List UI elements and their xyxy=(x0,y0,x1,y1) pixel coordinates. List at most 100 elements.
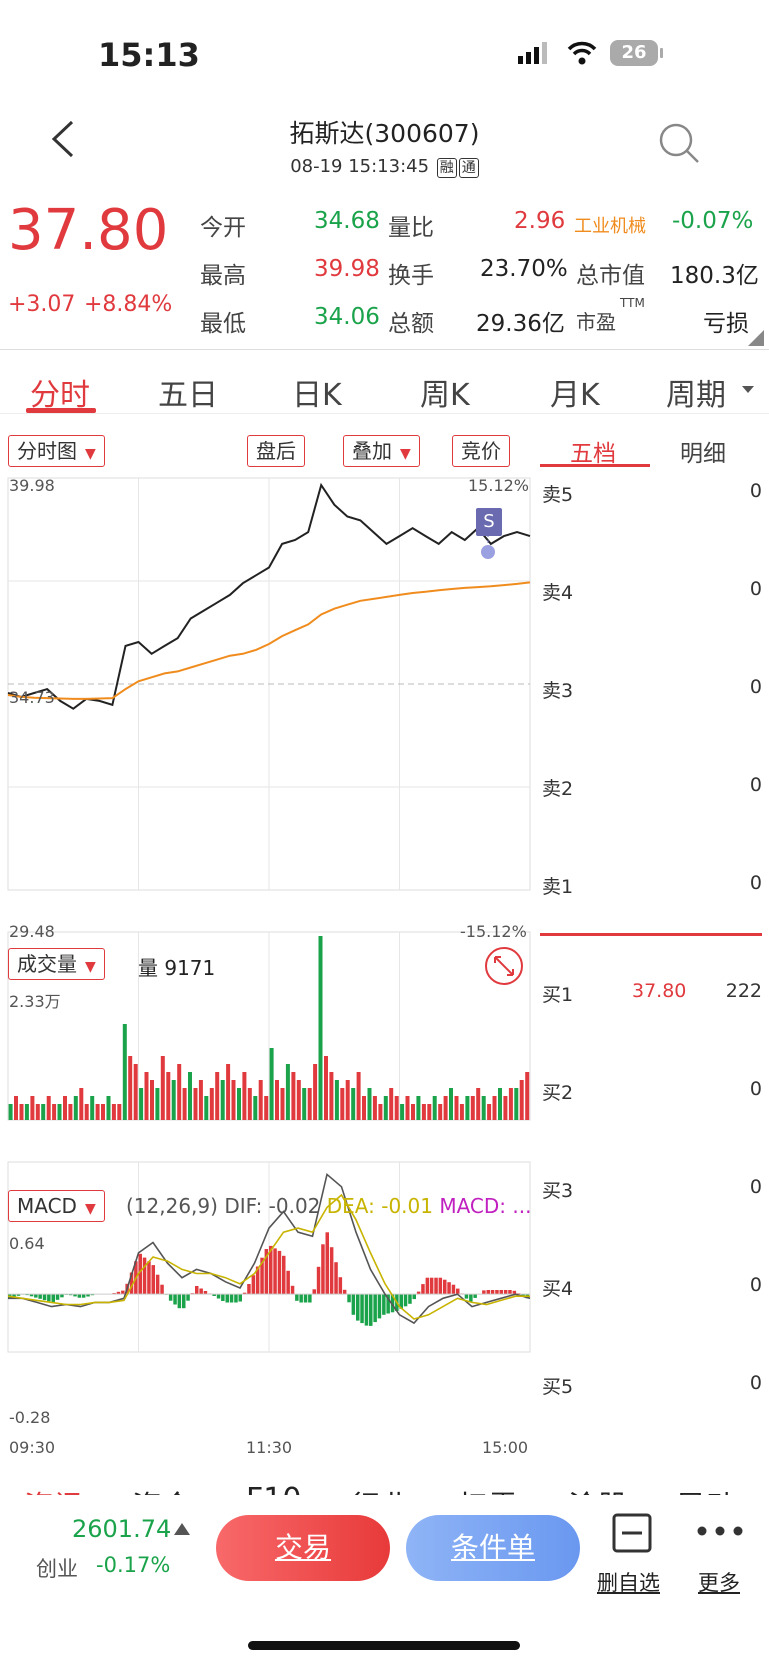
macd-bar xyxy=(351,1294,356,1315)
subtab-funds[interactable]: 资金 xyxy=(132,1482,192,1498)
tab-daily-k[interactable]: 日K xyxy=(292,378,342,413)
more-icon[interactable] xyxy=(696,1525,744,1537)
volume-select[interactable]: 成交量 ▼ xyxy=(8,948,105,980)
book-level-label: 买2 xyxy=(542,1082,574,1104)
volume-bar xyxy=(101,1104,105,1120)
tab-order-book[interactable]: 五档 xyxy=(570,441,616,467)
macd-bar xyxy=(55,1294,60,1300)
price-top-label: 39.98 xyxy=(9,476,55,495)
macd-bar xyxy=(151,1265,155,1295)
book-level-volume: 222 xyxy=(725,980,762,1002)
period-dropdown-icon[interactable] xyxy=(742,386,754,394)
high-value: 39.98 xyxy=(314,256,380,282)
subtab-moves[interactable]: 异动 xyxy=(676,1482,736,1498)
condition-order-button[interactable]: 条件单 xyxy=(406,1515,580,1581)
macd-bar xyxy=(473,1294,477,1298)
volume-bar xyxy=(362,1096,366,1120)
volume-bar xyxy=(117,1104,122,1120)
pe-sup: TTM xyxy=(620,296,645,310)
volume-bar xyxy=(449,1088,453,1120)
volume-bar xyxy=(345,1080,350,1120)
macd-bar xyxy=(408,1294,412,1304)
connect-tag: 通 xyxy=(458,158,479,178)
overlay-select[interactable]: 叠加 ▼ xyxy=(343,435,420,467)
macd-bar xyxy=(299,1294,303,1303)
macd-bar xyxy=(369,1294,373,1326)
macd-bar xyxy=(212,1294,216,1296)
macd-bar xyxy=(147,1261,151,1295)
macd-bar xyxy=(490,1290,495,1295)
bottom-bar: 2601.74 创业 -0.17% 交易 条件单 删自选 更多 xyxy=(0,1495,769,1665)
tab-intraday[interactable]: 分时 xyxy=(30,378,90,413)
book-level-label: 卖1 xyxy=(542,876,574,898)
volume-bar xyxy=(340,1088,345,1120)
intraday-chart[interactable] xyxy=(0,472,540,1432)
volume-bar xyxy=(405,1096,410,1120)
macd-bar xyxy=(451,1284,456,1295)
price-change-pct: +8.84% xyxy=(84,292,173,317)
macd-dea: DEA: -0.01 xyxy=(326,1194,433,1218)
trade-button[interactable]: 交易 xyxy=(216,1515,390,1581)
volume-bar xyxy=(454,1096,459,1120)
macd-bar xyxy=(512,1290,517,1295)
book-level-volume: 0 xyxy=(749,480,762,502)
caret-down-icon: ▼ xyxy=(84,1201,96,1217)
signal-marker[interactable]: S xyxy=(476,508,502,536)
fullscreen-icon[interactable] xyxy=(484,946,524,986)
volume-bar xyxy=(242,1072,247,1120)
remove-watchlist-icon[interactable] xyxy=(612,1513,652,1553)
volume-bar xyxy=(324,1056,328,1120)
macd-bar xyxy=(312,1289,316,1295)
macd-bar xyxy=(199,1288,203,1295)
tab-monthly-k[interactable]: 月K xyxy=(550,378,600,413)
index-value[interactable]: 2601.74 xyxy=(72,1515,172,1543)
macd-bar xyxy=(399,1294,403,1309)
macd-bar xyxy=(303,1294,308,1303)
volume-bar xyxy=(411,1104,415,1120)
macd-bar xyxy=(499,1290,503,1295)
tab-five-day[interactable]: 五日 xyxy=(158,378,218,413)
macd-dif: DIF: -0.02 xyxy=(224,1194,321,1218)
caret-down-icon: ▼ xyxy=(85,959,96,975)
after-hours-button[interactable]: 盘后 xyxy=(247,435,305,467)
time-mid: 11:30 xyxy=(246,1438,293,1457)
macd-bar xyxy=(173,1294,177,1305)
macd-bar xyxy=(168,1294,173,1301)
macd-bar xyxy=(255,1266,260,1295)
tab-trade-detail[interactable]: 明细 xyxy=(680,441,726,467)
auction-button[interactable]: 竞价 xyxy=(452,435,510,467)
subtab-industry[interactable]: 行业 xyxy=(350,1482,410,1498)
subtab-f10[interactable]: F10 xyxy=(246,1482,301,1498)
macd-bar xyxy=(221,1294,225,1301)
current-price: 37.80 xyxy=(8,198,169,263)
more-label[interactable]: 更多 xyxy=(698,1571,740,1595)
tab-period[interactable]: 周期 xyxy=(666,378,726,413)
industry-name[interactable]: 工业机械 xyxy=(574,216,646,237)
volume-bar xyxy=(73,1096,78,1120)
macd-bar xyxy=(12,1294,16,1298)
index-pct: -0.17% xyxy=(96,1553,171,1577)
subtab-mines[interactable]: 扫雷 xyxy=(458,1482,518,1498)
tab-weekly-k[interactable]: 周K xyxy=(420,378,470,413)
macd-dea-line xyxy=(7,1193,530,1320)
book-level-label: 卖2 xyxy=(542,778,574,800)
macd-bar xyxy=(443,1279,447,1295)
macd-bar xyxy=(447,1282,451,1295)
back-icon[interactable] xyxy=(48,118,78,160)
subtab-discuss[interactable]: 涂股 xyxy=(568,1482,628,1498)
volume-bar xyxy=(155,1088,160,1120)
volume-bar xyxy=(498,1088,502,1120)
remove-watchlist-label[interactable]: 删自选 xyxy=(597,1571,660,1595)
volume-bar xyxy=(275,1080,279,1120)
price-top-pct: 15.12% xyxy=(468,476,530,495)
volume-bar xyxy=(133,1064,138,1120)
macd-bar xyxy=(364,1294,369,1326)
subtab-news[interactable]: 资讯 xyxy=(24,1482,84,1498)
macd-select[interactable]: MACD ▼ xyxy=(8,1190,105,1222)
volume-bar xyxy=(8,1104,13,1120)
chart-type-select[interactable]: 分时图 ▼ xyxy=(8,435,105,467)
volume-bar xyxy=(30,1096,35,1120)
macd-bar xyxy=(247,1284,251,1295)
book-level-label: 买5 xyxy=(542,1376,574,1398)
search-icon[interactable] xyxy=(658,122,702,166)
